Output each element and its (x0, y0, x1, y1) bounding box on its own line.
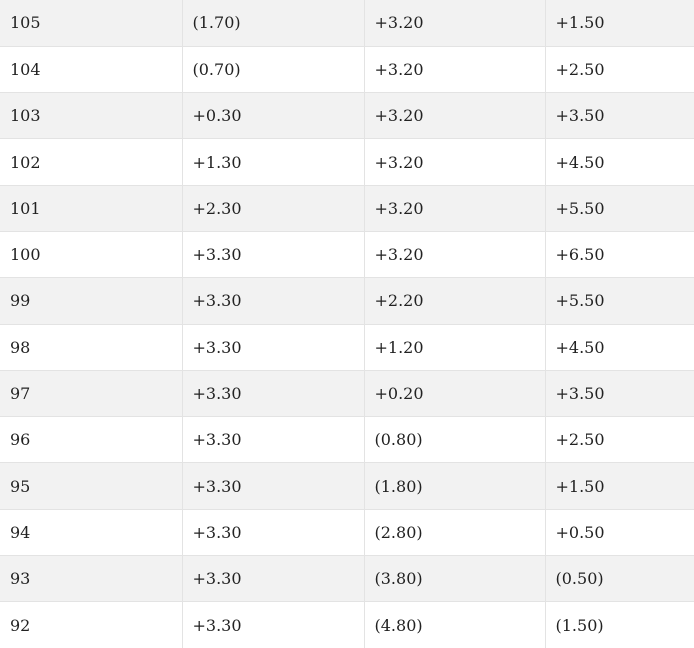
table-cell-col2: +2.30 (181, 185, 364, 232)
table-row: 94 +3.30 (2.80) +0.50 (0, 509, 694, 557)
table-cell-col2: +3.30 (181, 509, 364, 557)
table-cell-col2: +1.30 (181, 138, 364, 186)
table-cell-col2: +3.30 (181, 416, 364, 464)
table-cell-price: 94 (0, 509, 182, 557)
table-row: 96 +3.30 (0.80) +2.50 (0, 416, 694, 464)
table-row: 98 +3.30 +1.20 +4.50 (0, 324, 694, 371)
table-cell-price: 101 (0, 185, 182, 232)
table-row: 95 +3.30 (1.80) +1.50 (0, 462, 694, 510)
table-cell-price: 95 (0, 462, 182, 510)
table-cell-col2: (1.70) (181, 0, 364, 47)
table-cell-col4: +4.50 (544, 324, 694, 371)
table-cell-col4: (0.50) (544, 555, 694, 603)
table-cell-col4: +2.50 (544, 416, 694, 464)
table-row: 92 +3.30 (4.80) (1.50) (0, 601, 694, 648)
table-cell-col4: +5.50 (544, 277, 694, 325)
table-row: 93 +3.30 (3.80) (0.50) (0, 555, 694, 603)
table-cell-col2: +3.30 (181, 324, 364, 371)
table-cell-col3: +1.20 (363, 324, 545, 371)
table-cell-price: 103 (0, 92, 182, 140)
table-row: 100 +3.30 +3.20 +6.50 (0, 231, 694, 279)
table-cell-col4: +1.50 (544, 0, 694, 47)
table-cell-col4: +0.50 (544, 509, 694, 557)
table-cell-col3: +0.20 (363, 370, 545, 418)
table-row: 103 +0.30 +3.20 +3.50 (0, 92, 694, 140)
table-cell-col2: +3.30 (181, 555, 364, 603)
table-cell-col3: +2.20 (363, 277, 545, 325)
table-cell-col3: (4.80) (363, 601, 545, 648)
table-cell-col2: (0.70) (181, 46, 364, 94)
table-cell-col4: +4.50 (544, 138, 694, 186)
table-cell-col4: +6.50 (544, 231, 694, 279)
table-cell-price: 104 (0, 46, 182, 94)
table-cell-col3: (2.80) (363, 509, 545, 557)
table-cell-price: 99 (0, 277, 182, 325)
table-cell-col3: (0.80) (363, 416, 545, 464)
table-row: 97 +3.30 +0.20 +3.50 (0, 370, 694, 418)
table-cell-col2: +3.30 (181, 370, 364, 418)
table-row: 104 (0.70) +3.20 +2.50 (0, 46, 694, 94)
table-cell-price: 96 (0, 416, 182, 464)
table-cell-col4: +2.50 (544, 46, 694, 94)
table-cell-price: 97 (0, 370, 182, 418)
table-cell-col2: +3.30 (181, 231, 364, 279)
table-cell-col3: +3.20 (363, 0, 545, 47)
table-cell-price: 100 (0, 231, 182, 279)
table-cell-price: 102 (0, 138, 182, 186)
table-cell-price: 105 (0, 0, 182, 47)
table-cell-price: 93 (0, 555, 182, 603)
table-cell-col2: +3.30 (181, 277, 364, 325)
table-cell-col3: +3.20 (363, 231, 545, 279)
table-cell-col4: (1.50) (544, 601, 694, 648)
table-cell-col3: (1.80) (363, 462, 545, 510)
table-cell-col3: +3.20 (363, 46, 545, 94)
table-cell-col2: +3.30 (181, 601, 364, 648)
table-cell-col4: +1.50 (544, 462, 694, 510)
table-cell-price: 98 (0, 324, 182, 371)
table-row: 105 (1.70) +3.20 +1.50 (0, 0, 694, 47)
table-row: 101 +2.30 +3.20 +5.50 (0, 185, 694, 232)
table-cell-col2: +0.30 (181, 92, 364, 140)
table-cell-col3: +3.20 (363, 138, 545, 186)
table-cell-col3: (3.80) (363, 555, 545, 603)
table-cell-col2: +3.30 (181, 462, 364, 510)
table-cell-col4: +3.50 (544, 92, 694, 140)
table-row: 102 +1.30 +3.20 +4.50 (0, 138, 694, 186)
table-cell-col3: +3.20 (363, 185, 545, 232)
table-cell-col4: +3.50 (544, 370, 694, 418)
table-cell-price: 92 (10, 615, 31, 635)
table-cell-col3: +3.20 (363, 92, 545, 140)
table-row: 99 +3.30 +2.20 +5.50 (0, 277, 694, 325)
table-cell-col4: +5.50 (544, 185, 694, 232)
